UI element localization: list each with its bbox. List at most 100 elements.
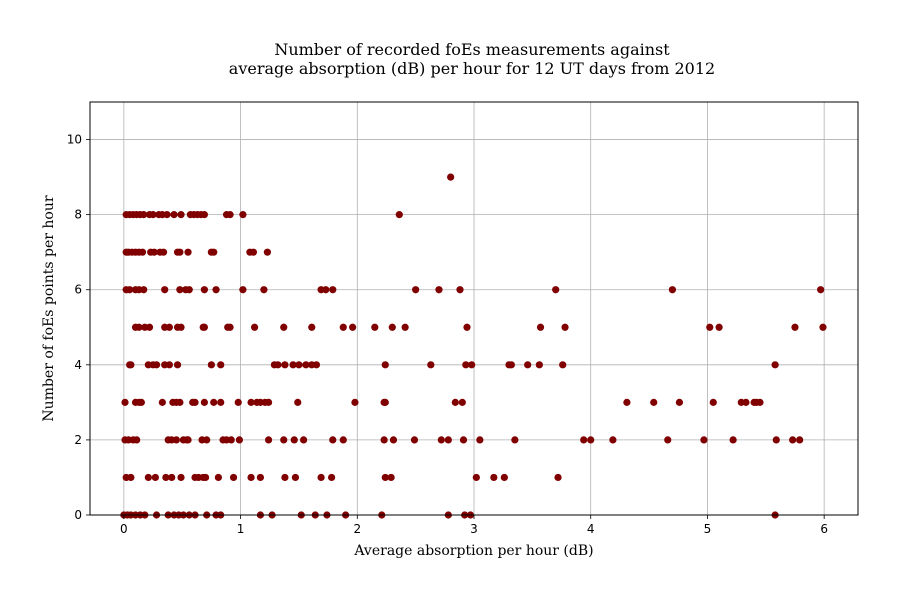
data-point [388, 323, 396, 331]
data-point [458, 398, 466, 406]
data-point [524, 361, 532, 369]
data-point [239, 211, 247, 219]
data-point [210, 398, 218, 406]
data-point [796, 436, 804, 444]
data-point [172, 436, 180, 444]
data-point [351, 398, 359, 406]
axis-ticks: 0 1 2 3 4 5 6 0 2 4 6 8 10 [67, 133, 828, 536]
data-point [176, 286, 184, 294]
data-point [389, 436, 398, 444]
data-point [145, 323, 154, 331]
data-point [381, 398, 389, 406]
data-point [789, 436, 797, 444]
data-point [140, 211, 148, 219]
data-point [151, 473, 159, 482]
data-point [165, 361, 173, 369]
data-point [250, 323, 259, 331]
data-point [381, 473, 389, 482]
data-point [490, 473, 498, 482]
chart-title-line-1: Number of recorded foEs measurements aga… [274, 40, 670, 59]
data-point [203, 436, 211, 444]
data-point [472, 473, 480, 482]
data-point [435, 286, 443, 294]
data-point [536, 323, 545, 331]
x-tick-label: 2 [353, 522, 361, 536]
data-point [135, 323, 143, 331]
data-point [729, 436, 737, 444]
data-point [322, 286, 330, 294]
data-point [700, 436, 708, 444]
data-point [609, 436, 617, 444]
data-point [280, 436, 288, 444]
x-tick-label: 5 [704, 522, 712, 536]
data-point [176, 398, 184, 406]
data-point [201, 473, 210, 482]
data-point [587, 436, 595, 444]
x-tick-label: 3 [470, 522, 478, 536]
data-point [121, 398, 129, 406]
data-point [675, 398, 684, 406]
data-point [437, 436, 445, 444]
data-point [463, 323, 471, 331]
data-point [535, 361, 543, 369]
data-point [451, 398, 459, 406]
data-point [173, 361, 182, 369]
data-point [127, 361, 135, 369]
data-point [476, 436, 484, 444]
data-point [226, 323, 234, 331]
data-point [329, 286, 337, 294]
data-point [554, 473, 562, 482]
data-point [140, 286, 148, 294]
data-point [165, 323, 173, 331]
data-point [468, 361, 476, 369]
data-point [207, 361, 215, 369]
data-point [552, 286, 560, 294]
y-tick-label: 0 [74, 508, 82, 522]
data-point [217, 361, 225, 369]
data-point [791, 323, 799, 331]
data-point [349, 323, 357, 331]
data-point [200, 286, 208, 294]
data-point [235, 436, 243, 444]
data-point [290, 436, 298, 444]
data-point [281, 473, 289, 482]
data-point [163, 211, 171, 219]
data-point [447, 173, 455, 181]
x-axis-label: Average absorption per hour (dB) [353, 543, 593, 559]
data-point [308, 323, 316, 331]
y-axis-label: Number of foEs points per hour [41, 195, 57, 421]
data-point [371, 323, 379, 331]
data-point [401, 323, 409, 331]
data-point [317, 473, 325, 482]
data-point [239, 286, 247, 294]
data-point [214, 473, 222, 482]
data-point [229, 473, 238, 482]
data-point [664, 436, 672, 444]
data-point [329, 436, 337, 444]
data-point [339, 436, 347, 444]
data-point [412, 286, 420, 294]
data-point [234, 398, 242, 406]
data-point [299, 436, 308, 444]
data-point [212, 286, 220, 294]
data-point [462, 361, 470, 369]
data-point [159, 248, 168, 256]
data-point [819, 323, 827, 331]
data-point [176, 248, 184, 256]
data-point [133, 436, 141, 444]
data-point [500, 473, 508, 482]
data-point [138, 248, 147, 256]
data-point [715, 323, 723, 331]
data-point [395, 211, 403, 219]
data-point [149, 211, 157, 219]
data-point [427, 361, 435, 369]
data-point [380, 436, 388, 444]
data-points [120, 173, 827, 519]
data-point [459, 436, 468, 444]
data-point [817, 286, 825, 294]
data-point [709, 398, 717, 406]
data-point [249, 248, 258, 256]
data-point [561, 323, 569, 331]
data-point [623, 398, 631, 406]
data-point [511, 436, 519, 444]
